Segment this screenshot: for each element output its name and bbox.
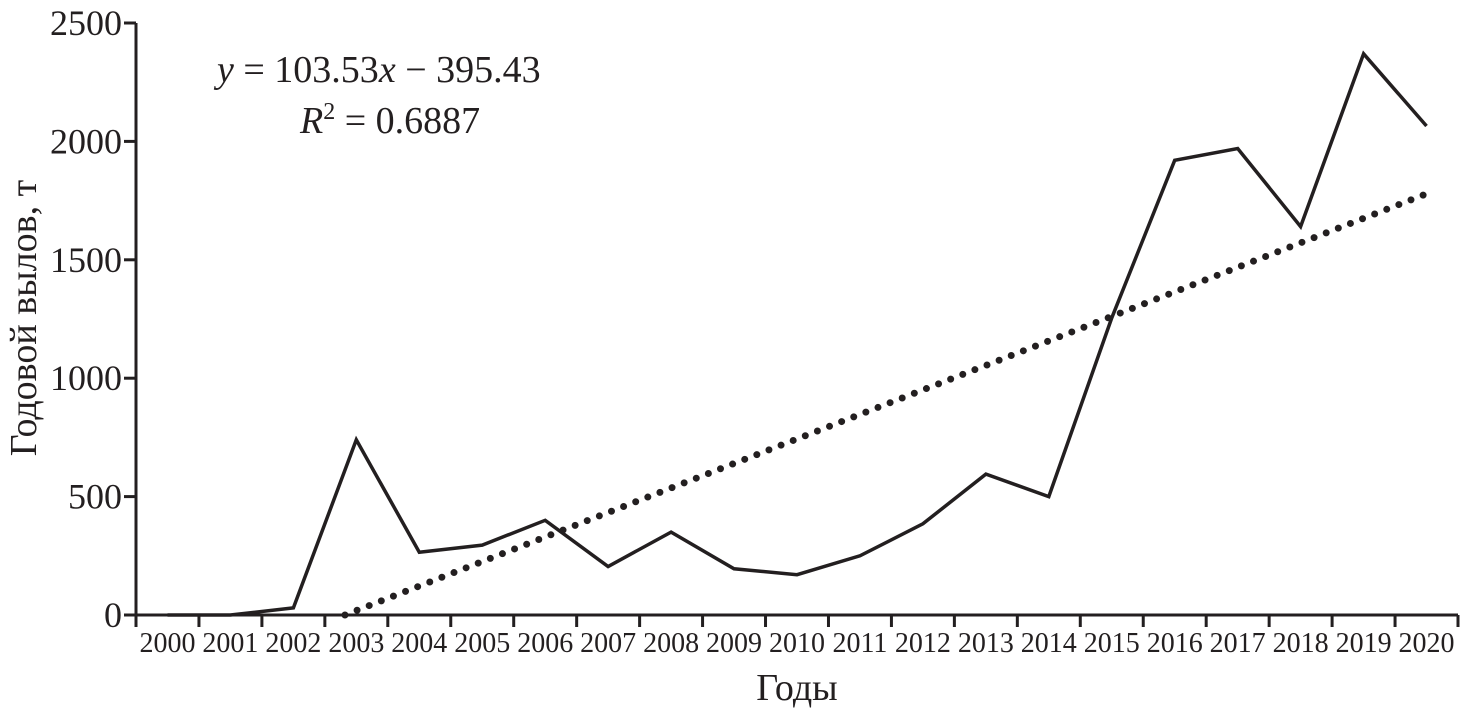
trendline — [341, 190, 1431, 619]
x-tick-label: 2020 — [1399, 628, 1455, 659]
x-tick-label: 2012 — [895, 628, 951, 659]
x-tick-label: 2019 — [1336, 628, 1392, 659]
trendline-equation: y = 103.53x − 395.43 R2 = 0.6887 — [213, 49, 541, 142]
x-tick-label: 2016 — [1147, 628, 1203, 659]
y-tick-label: 1000 — [50, 358, 122, 398]
y-tick-label: 2000 — [50, 121, 122, 161]
x-tick-label: 2014 — [1021, 628, 1077, 659]
x-tick-label: 2018 — [1273, 628, 1329, 659]
x-tick-label: 2009 — [706, 628, 762, 659]
x-axis: 2000 2001 2002 2003 2004 2005 2006 2007 2008 2009… — [134, 613, 1460, 659]
x-tick-label: 2017 — [1210, 628, 1266, 659]
x-tick-label: 2002 — [265, 628, 321, 659]
x-tick-label: 2005 — [454, 628, 510, 659]
y-axis-title: Годовой вылов, т — [3, 179, 45, 456]
x-tick-label: 2015 — [1084, 628, 1140, 659]
y-tick-label: 1500 — [50, 240, 122, 280]
x-tick-label: 2007 — [580, 628, 636, 659]
y-tick-label: 0 — [104, 595, 122, 635]
r-squared-text: R2 = 0.6887 — [299, 99, 480, 142]
x-tick-label: 2008 — [643, 628, 699, 659]
x-tick-label: 2003 — [328, 628, 384, 659]
x-tick-label: 2011 — [832, 628, 887, 659]
series-layer — [167, 50, 1431, 619]
x-tick-label: 2001 — [202, 628, 258, 659]
x-tick-label: 2006 — [517, 628, 573, 659]
y-tick-label: 2500 — [50, 3, 122, 43]
x-tick-label: 2010 — [769, 628, 825, 659]
y-tick-label: 500 — [68, 477, 122, 517]
equation-text: y = 103.53x − 395.43 — [213, 49, 541, 91]
x-axis-title: Годы — [756, 667, 837, 709]
x-tick-label: 2013 — [958, 628, 1014, 659]
x-tick-label: 2000 — [139, 628, 195, 659]
x-tick-label: 2004 — [391, 628, 447, 659]
y-axis: 0 500 1000 1500 2000 2500 — [50, 3, 138, 635]
